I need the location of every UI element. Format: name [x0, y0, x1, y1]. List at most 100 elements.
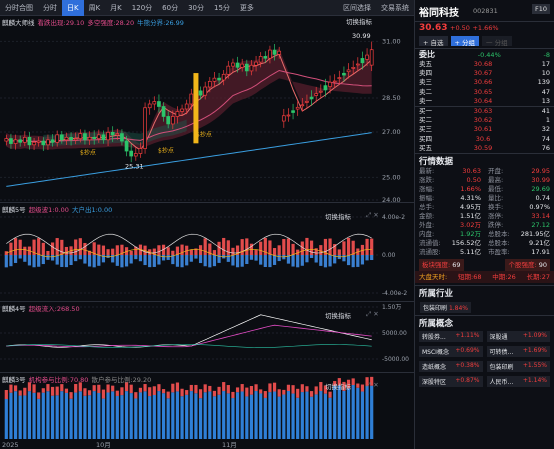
- indicator5-expand-icon[interactable]: ⤢ ✕: [366, 211, 379, 219]
- industry-tag[interactable]: 包装印刷 1.84%: [415, 299, 554, 315]
- period-tab-3[interactable]: 周K: [88, 3, 101, 12]
- indicator4-expand-icon[interactable]: ⤢ ✕: [366, 310, 379, 318]
- concept-tag[interactable]: 深股通 +1.09%: [486, 330, 550, 342]
- osc-bar-down: [365, 255, 369, 261]
- volume-bar-inst: [134, 398, 138, 439]
- concept-tag[interactable]: 转股券... +1.11%: [419, 330, 483, 342]
- candle: [300, 104, 305, 107]
- period-tab-6[interactable]: 60分: [162, 3, 179, 12]
- add-group-button[interactable]: + 分组: [450, 36, 480, 47]
- indicator4-switch-button[interactable]: 切换指标: [325, 312, 351, 320]
- volume-bar-inst: [37, 398, 41, 439]
- indicator3-panel[interactable]: 麒麟3号 机构参与比例:70.80 散户参与比例:29.20 切换指标 ⤢ ✕: [0, 373, 414, 440]
- quote-label: 最新:: [419, 166, 435, 175]
- candle: [295, 106, 300, 110]
- remove-group-button[interactable]: 一 分组: [482, 36, 512, 47]
- indicator4-panel[interactable]: 麒麟4号 超级流入:268.50 切换指标 ⤢ ✕ 1.50万 5000.00 -50…: [0, 302, 414, 373]
- period-toolbar: 分时合图 分时 日K 周K 月K 120分 60分 30分 15分 更多 区间选择 交易系统: [0, 0, 414, 16]
- order-level: 卖三: [419, 78, 432, 87]
- quote-label: 涨幅:: [419, 184, 435, 193]
- quote-label: 开盘:: [488, 166, 504, 175]
- osc-bar-down: [148, 255, 152, 268]
- order-price: 30.6: [475, 134, 491, 143]
- period-tab-1[interactable]: 分时: [43, 3, 57, 12]
- osc-bar-up: [41, 242, 45, 255]
- concept-tag[interactable]: 造纸概念 +0.38%: [419, 360, 483, 372]
- osc-bar-up: [111, 248, 115, 255]
- volume-bar-retail: [291, 385, 295, 394]
- volume-bar-retail: [138, 387, 143, 393]
- osc-bar-up: [263, 237, 267, 255]
- volume-bar-retail: [305, 386, 309, 392]
- concept-section-title: 所属概念: [415, 314, 554, 329]
- osc-bar-down: [46, 255, 50, 260]
- candle: [221, 73, 226, 81]
- osc-bar-down: [208, 255, 212, 268]
- indicator3-expand-icon[interactable]: ⤢ ✕: [366, 381, 379, 389]
- order-volume: 47: [541, 87, 550, 96]
- osc-bar-down: [152, 255, 156, 267]
- indicator5-switch-button[interactable]: 切换指标: [325, 213, 351, 221]
- concept-tag[interactable]: 深股特区 +0.87%: [419, 375, 483, 387]
- volume-bar-retail: [87, 390, 92, 396]
- period-tab-0[interactable]: 分时合图: [5, 3, 33, 12]
- kline-switch-button[interactable]: 切换指标: [346, 18, 372, 26]
- volume-bar-inst: [143, 391, 147, 439]
- quote-label: 流通值:: [419, 238, 441, 247]
- kline-chart[interactable]: 31.00 28.50 27.00 25.00 24.00 30.99 25.31 $抄点 $抄…: [0, 16, 414, 203]
- quote-row: 流通股: 5.11亿 市盈率: 17.91: [415, 248, 554, 257]
- osc-bar-up: [305, 237, 309, 255]
- quote-label: 流通股:: [419, 247, 441, 256]
- concept-tag[interactable]: 包装印刷 +1.55%: [486, 360, 550, 372]
- indicator5-panel[interactable]: 麒麟5号 超级波1:0.00 大户出1:0.00 切换指标 ⤢ ✕ 4.00e-2 0…: [0, 203, 414, 302]
- stock-name: 裕同科技: [419, 8, 459, 19]
- toolbar-right-0[interactable]: 区间选择: [343, 3, 371, 12]
- osc-bar-down: [277, 255, 281, 262]
- volume-bar-inst: [138, 392, 143, 439]
- candle: [22, 136, 27, 143]
- osc-bar-up: [124, 247, 129, 255]
- volume-bar-retail: [13, 385, 18, 392]
- volume-bar-retail: [198, 389, 203, 399]
- kline-panel[interactable]: 麒麟大师线 看跌出现:29.10 多空强度:28.20 牛熊分界:26.99 切换指标…: [0, 16, 414, 203]
- indicator4-chart: 1.50万 5000.00 -5000.00: [0, 304, 409, 363]
- volume-bar-inst: [148, 396, 152, 439]
- candle: [309, 96, 314, 100]
- volume-bar-inst: [101, 398, 106, 439]
- osc-bar-up: [18, 239, 22, 255]
- period-tab-9[interactable]: 更多: [239, 3, 254, 12]
- indicator-value: 多空强度:28.20: [87, 19, 135, 27]
- volume-bar-inst: [342, 390, 346, 439]
- volume-bar-inst: [83, 395, 87, 439]
- osc-bar-up: [235, 245, 240, 255]
- volume-bar-inst: [189, 391, 193, 439]
- period-tab-5[interactable]: 120分: [131, 3, 153, 12]
- concept-tag[interactable]: 人民币... +1.14%: [486, 375, 550, 387]
- buy-signal-label: $抄点: [158, 146, 174, 154]
- candle: [143, 107, 147, 149]
- volume-bar-retail: [194, 384, 198, 394]
- concept-tag[interactable]: MSCI概念 +0.69%: [419, 345, 483, 357]
- f10-button[interactable]: F10: [531, 4, 550, 14]
- concept-pct: +1.11%: [455, 331, 480, 339]
- candle: [13, 139, 18, 144]
- osc-bar-down: [87, 255, 92, 267]
- concept-tag[interactable]: 可转债... +1.69%: [486, 345, 550, 357]
- candle: [59, 134, 64, 141]
- period-tab-8[interactable]: 15分: [214, 3, 230, 12]
- osc-bar-up: [4, 251, 8, 255]
- volume-bar-retail: [124, 382, 129, 392]
- price-pct: +1.66%: [472, 24, 499, 32]
- period-tab-2[interactable]: 日K: [62, 0, 84, 16]
- add-watch-button[interactable]: + 自选: [419, 36, 448, 47]
- toolbar-right-1[interactable]: 交易系统: [381, 3, 409, 12]
- indicator3-switch-button[interactable]: 切换指标: [325, 383, 351, 391]
- volume-bar-inst: [263, 397, 267, 439]
- osc-bar-down: [83, 255, 87, 264]
- volume-bar-retail: [360, 384, 365, 392]
- period-tab-7[interactable]: 30分: [188, 3, 204, 12]
- period-tab-4[interactable]: 月K: [110, 3, 122, 12]
- volume-bar-inst: [161, 393, 166, 439]
- osc-bar-down: [212, 255, 217, 267]
- osc-bar-down: [18, 255, 22, 259]
